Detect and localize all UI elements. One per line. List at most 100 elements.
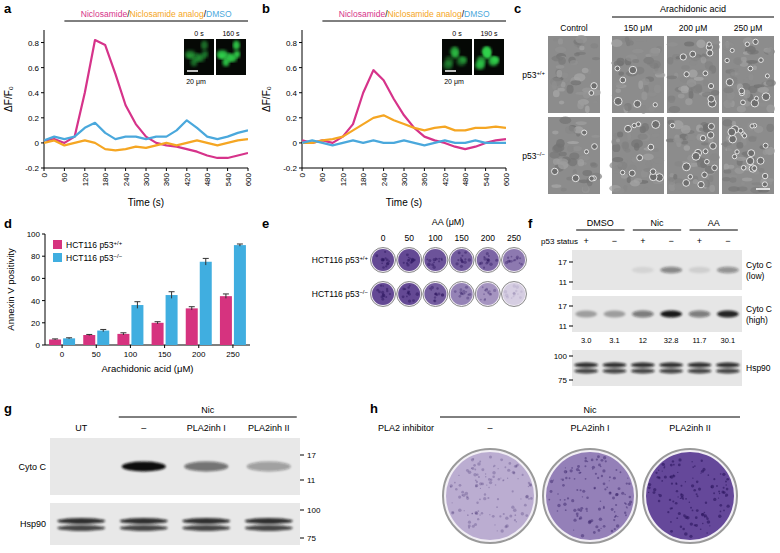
colony — [659, 476, 661, 478]
colony — [615, 516, 616, 517]
colony — [706, 532, 707, 533]
colony — [495, 259, 498, 262]
superscript: +/+ — [359, 255, 368, 261]
y-tick — [41, 117, 44, 118]
colony — [719, 504, 722, 507]
series-line — [302, 70, 506, 149]
colony — [408, 299, 411, 302]
colony — [720, 473, 722, 475]
colony — [463, 261, 466, 264]
band — [717, 267, 739, 273]
colony — [701, 513, 705, 517]
colony — [573, 509, 576, 512]
cell — [565, 126, 576, 134]
plate-stain — [446, 452, 534, 540]
band — [604, 311, 626, 318]
rounded-cell — [653, 103, 657, 107]
colony — [600, 466, 602, 468]
rounded-cell — [592, 144, 598, 150]
colony — [725, 493, 728, 496]
colony — [567, 497, 569, 499]
colony — [600, 500, 602, 502]
colony — [471, 513, 473, 515]
colony — [512, 490, 514, 492]
colony — [598, 507, 601, 510]
legend-entry: Niclosamide analog — [388, 9, 462, 19]
x-tick-label: 180 — [359, 172, 368, 186]
colony — [464, 251, 467, 254]
well — [371, 282, 396, 307]
colony — [513, 284, 516, 287]
inset-label: 0 s — [194, 30, 204, 37]
cell — [552, 81, 557, 89]
x-tick — [404, 168, 405, 171]
dose-label: 0 — [381, 233, 386, 243]
colony — [673, 464, 675, 466]
colony — [718, 515, 721, 518]
well — [371, 248, 396, 273]
colony — [691, 484, 694, 487]
rounded-cell — [620, 77, 626, 83]
colony — [485, 473, 486, 474]
error-cap — [189, 306, 195, 307]
x-axis-title: Arachidonic acid (μM) — [101, 363, 193, 374]
colony — [671, 483, 673, 485]
colony — [479, 482, 482, 485]
colony — [601, 475, 603, 477]
cell — [667, 42, 678, 47]
text-part: HCT116 p53 — [66, 253, 114, 263]
x-tick — [232, 345, 233, 348]
cell — [574, 53, 580, 57]
x-tick-label: 300 — [400, 172, 409, 186]
rounded-cell — [684, 72, 689, 77]
well — [423, 282, 448, 307]
colony — [585, 478, 587, 480]
colony — [685, 498, 687, 500]
column-label: Control — [560, 23, 588, 33]
colony — [525, 514, 528, 517]
colony — [408, 291, 410, 293]
colony — [411, 262, 413, 264]
x-tick — [125, 168, 126, 171]
colony — [680, 493, 682, 495]
cell — [748, 136, 756, 142]
colony — [571, 467, 573, 469]
cell — [641, 92, 647, 101]
x-tick-label: 50 — [92, 350, 101, 359]
x-tick-label: 0 — [60, 350, 65, 359]
colony — [615, 504, 617, 506]
y-tick — [41, 67, 44, 68]
band — [660, 311, 682, 318]
bar — [63, 338, 75, 345]
colony — [492, 471, 495, 474]
colony — [594, 487, 596, 489]
cell — [228, 55, 237, 62]
y-axis-title: ΔF/F₀ — [3, 86, 14, 112]
error-bar — [223, 294, 229, 298]
colony — [488, 290, 490, 292]
colony — [436, 258, 438, 260]
quantification-label: 32.8 — [664, 336, 679, 345]
colony — [493, 289, 496, 292]
cell — [555, 47, 566, 53]
well-stain — [477, 283, 499, 305]
colony — [471, 467, 474, 470]
band — [574, 369, 598, 374]
colony — [484, 493, 486, 495]
colony — [723, 487, 725, 489]
colony — [704, 512, 706, 514]
y-tick — [41, 92, 44, 93]
row-label: p53 status — [541, 237, 578, 246]
colony — [611, 508, 614, 511]
cell — [575, 35, 587, 44]
rounded-cell — [739, 88, 745, 94]
cell — [742, 178, 753, 182]
colony — [664, 475, 667, 478]
x-tick — [227, 168, 228, 171]
colony — [406, 253, 409, 256]
cell — [549, 151, 560, 158]
panel-label: d — [4, 216, 12, 231]
band — [245, 525, 293, 531]
colony — [563, 503, 566, 506]
error-cap — [134, 301, 140, 302]
